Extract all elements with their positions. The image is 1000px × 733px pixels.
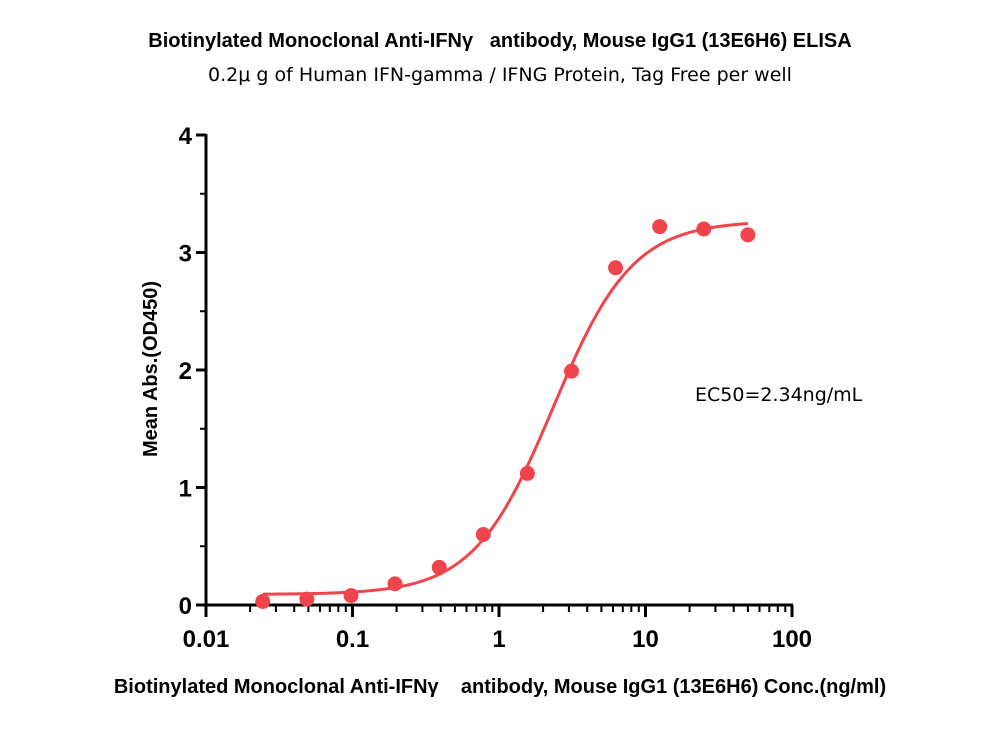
data-point <box>608 260 624 276</box>
x-axis-label: Biotinylated Monoclonal Anti-IFNγ antibo… <box>113 676 887 698</box>
fit-curve <box>262 222 749 596</box>
data-point <box>255 593 271 609</box>
data-point <box>563 363 579 379</box>
y-tick-label: 1 <box>179 476 192 503</box>
data-point <box>652 219 668 235</box>
x-tick-label: 1 <box>492 626 505 653</box>
ec50-annotation: EC50=2.34ng/mL <box>695 384 863 406</box>
y-axis-label: Mean Abs.(OD450) <box>140 281 162 457</box>
x-tick-label: 0.1 <box>336 626 369 653</box>
y-tick-label: 3 <box>179 241 192 268</box>
data-point <box>740 227 756 243</box>
data-point <box>343 588 359 604</box>
data-point <box>519 465 535 481</box>
data-point <box>387 576 403 592</box>
y-tick-label: 2 <box>179 358 192 385</box>
chart-title: Biotinylated Monoclonal Anti-IFNγ antibo… <box>148 30 852 52</box>
data-point <box>475 527 491 542</box>
x-tick-label: 0.01 <box>183 626 230 653</box>
x-tick-label: 10 <box>632 626 659 653</box>
y-tick-label: 0 <box>179 593 192 620</box>
y-tick-label: 4 <box>179 123 193 150</box>
chart-subtitle: 0.2μ g of Human IFN-gamma / IFNG Protein… <box>208 64 792 86</box>
data-point <box>299 591 315 607</box>
x-tick-label: 100 <box>772 626 812 653</box>
data-point <box>431 559 447 575</box>
data-point <box>696 221 712 237</box>
